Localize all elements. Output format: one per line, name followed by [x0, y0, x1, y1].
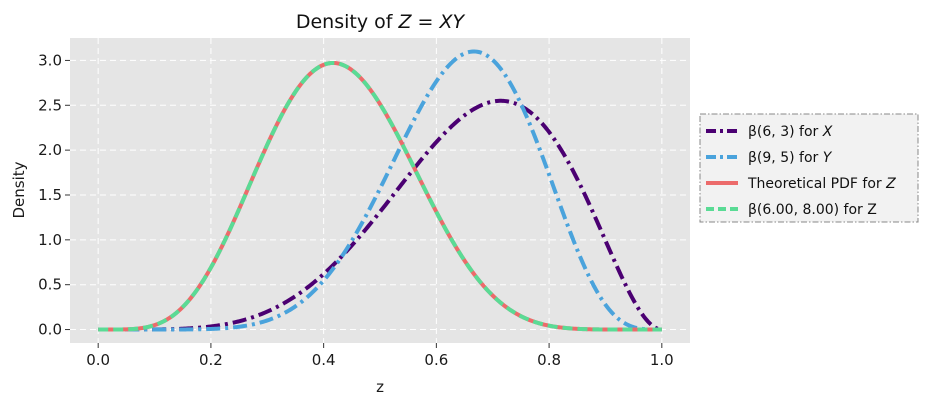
x-ticks: 0.0 0.2 0.4 0.6 0.8 1.0 — [86, 343, 674, 369]
x-tick-label: 0.2 — [199, 351, 223, 369]
series-line-4 — [97, 60, 663, 332]
x-tick-label: 1.0 — [650, 351, 674, 369]
x-tick-label: 0.6 — [424, 351, 448, 369]
y-tick-label: 0.5 — [38, 276, 62, 294]
y-axis-label: Density — [10, 161, 28, 218]
legend-label-4: β(6.00, 8.00) for Z — [748, 202, 877, 218]
y-ticks: 0.0 0.5 1.0 1.5 2.0 2.5 3.0 — [38, 51, 70, 339]
y-tick-label: 0.0 — [38, 321, 62, 339]
y-tick-label: 1.5 — [38, 186, 62, 204]
legend-label-3: Theoretical PDF for Z — [747, 176, 896, 192]
y-tick-label: 1.0 — [38, 231, 62, 249]
x-tick-label: 0.8 — [537, 351, 561, 369]
legend-entries: β(6, 3) for X β(9, 5) for Y Theoretical PD… — [706, 124, 896, 218]
legend: β(6, 3) for X β(9, 5) for Y Theoretical PD… — [699, 113, 919, 223]
chart-title-math: Z = XY — [398, 11, 466, 33]
y-tick-label: 2.0 — [38, 141, 62, 159]
chart-title-prefix: Density of — [296, 11, 399, 33]
series-layer — [97, 49, 663, 332]
legend-label-2: β(9, 5) for Y — [748, 150, 833, 166]
x-tick-label: 0.4 — [312, 351, 336, 369]
y-tick-label: 2.5 — [38, 96, 62, 114]
chart-title: Density of Z = XY — [296, 11, 466, 33]
x-axis-label: z — [376, 378, 384, 396]
y-tick-label: 3.0 — [38, 51, 62, 69]
x-tick-label: 0.0 — [86, 351, 110, 369]
plot-area — [70, 38, 690, 343]
series-line-2 — [97, 49, 663, 332]
legend-label-1: β(6, 3) for X — [748, 124, 833, 140]
